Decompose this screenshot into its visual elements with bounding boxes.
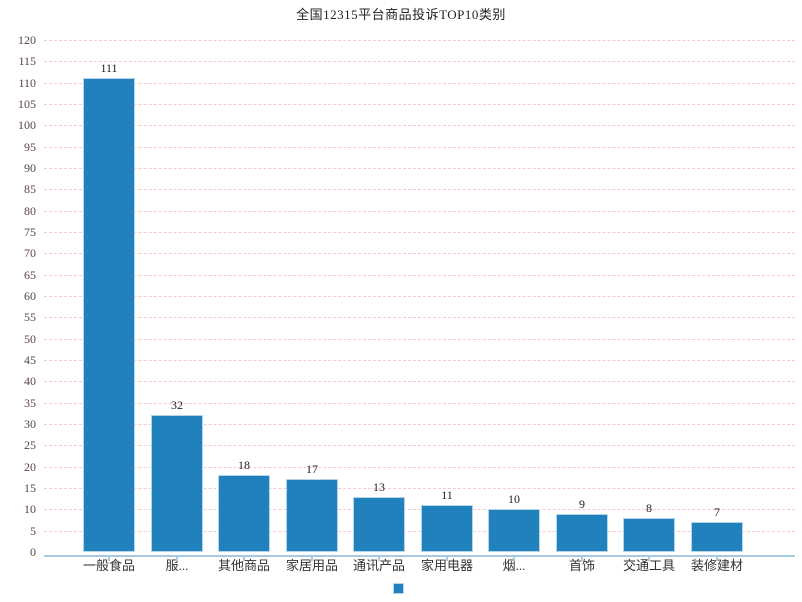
x-axis-category-label: 一般食品 [82,558,135,573]
y-axis-tick-label: 40 [24,374,36,388]
y-axis-tick-label: 20 [24,460,36,474]
gridline [44,189,795,190]
gridline [44,83,795,84]
y-axis-tick-label: 25 [24,438,36,452]
gridline [44,232,795,233]
y-axis-tick-label: 0 [30,545,36,559]
y-axis-tick-label: 50 [24,332,36,346]
gridline [44,339,795,340]
gridline [44,531,795,532]
gridline [44,488,795,489]
gridline [44,253,795,254]
gridline [44,381,795,382]
gridline [44,125,795,126]
x-axis-tick [378,557,380,561]
x-axis-category-label: 家用电器 [420,558,473,573]
y-axis-tick-label: 65 [24,268,36,282]
y-axis-tick-label: 55 [24,310,36,324]
bar-value-label: 7 [714,505,720,519]
bar-value-label: 11 [441,488,453,502]
gridline [44,61,795,62]
bar[interactable] [218,475,270,552]
x-axis-category-label: 烟... [502,558,526,573]
gridline [44,467,795,468]
x-axis-tick [108,557,110,561]
y-axis-tick-label: 30 [24,417,36,431]
x-axis-tick [581,557,583,561]
bar-value-label: 10 [508,492,520,506]
y-axis-tick-label: 5 [30,524,36,538]
gridline [44,403,795,404]
y-axis-tick-label: 100 [18,118,36,132]
y-axis-tick-label: 85 [24,182,36,196]
x-axis-category-label: 服... [165,558,189,573]
bar-value-label: 32 [171,398,183,412]
bar[interactable] [151,415,203,552]
legend-marker[interactable] [393,583,404,594]
x-axis-category-label: 其他商品 [217,558,270,573]
gridline [44,168,795,169]
x-axis-category-label: 交通工具 [622,558,675,573]
bar-value-label: 18 [238,458,250,472]
gridline [44,40,795,41]
x-axis-tick [243,557,245,561]
y-axis-tick-label: 45 [24,353,36,367]
bar-value-label: 111 [100,61,118,75]
gridline [44,509,795,510]
gridline [44,147,795,148]
y-axis-tick-label: 120 [18,33,36,47]
bar[interactable] [623,518,675,552]
x-axis-tick [176,557,178,561]
bar-value-label: 8 [646,501,652,515]
y-axis-tick-label: 80 [24,204,36,218]
gridline [44,445,795,446]
bar[interactable] [353,497,405,552]
bar-value-label: 13 [373,480,385,494]
gridline [44,211,795,212]
x-axis-tick [513,557,515,561]
bar-value-label: 17 [306,462,318,476]
x-axis-tick [311,557,313,561]
bar[interactable] [556,514,608,552]
y-axis-tick-label: 90 [24,161,36,175]
y-axis-tick-label: 105 [18,97,36,111]
bar[interactable] [691,522,743,552]
chart-title: 全国12315平台商品投诉TOP10类别 [296,7,506,22]
bar[interactable] [83,78,135,552]
y-axis-tick-label: 35 [24,396,36,410]
y-axis-tick-label: 115 [18,54,36,68]
x-axis-category-label: 通讯产品 [352,558,405,573]
gridline [44,104,795,105]
bar[interactable] [488,509,540,552]
y-axis-tick-label: 70 [24,246,36,260]
bar[interactable] [286,479,338,552]
y-axis-tick-label: 10 [24,502,36,516]
x-axis-tick [648,557,650,561]
x-axis-category-label: 家居用品 [285,558,338,573]
gridline [44,360,795,361]
y-axis-tick-label: 60 [24,289,36,303]
x-axis-tick [446,557,448,561]
gridline [44,275,795,276]
x-axis-line [44,555,795,557]
bar[interactable] [421,505,473,552]
gridline [44,424,795,425]
y-axis-tick-label: 75 [24,225,36,239]
x-axis-category-label: 装修建材 [690,558,743,573]
bar-value-label: 9 [579,497,585,511]
x-axis-category-label: 首饰 [568,558,595,573]
x-axis-tick [716,557,718,561]
gridline [44,317,795,318]
y-axis-tick-label: 95 [24,140,36,154]
y-axis-tick-label: 15 [24,481,36,495]
y-axis-tick-label: 110 [18,76,36,90]
gridline [44,296,795,297]
